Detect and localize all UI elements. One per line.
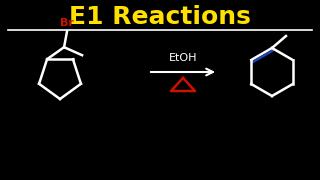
Text: EtOH: EtOH — [169, 53, 197, 63]
Text: Br: Br — [60, 18, 74, 28]
Text: E1 Reactions: E1 Reactions — [69, 5, 251, 29]
